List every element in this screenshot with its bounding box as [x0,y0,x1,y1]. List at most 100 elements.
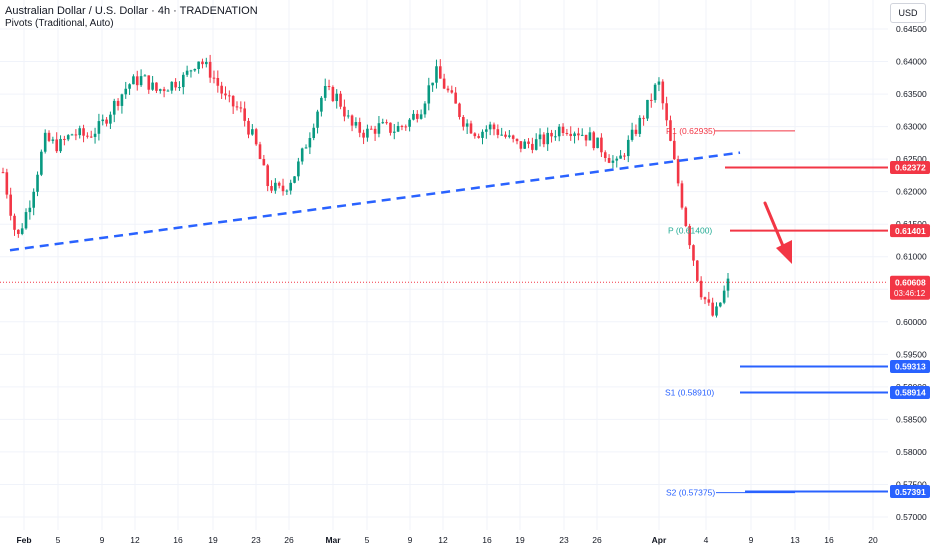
candle-body [680,183,684,208]
candle-body [300,148,304,162]
candle-body [462,116,465,127]
candle-body [469,123,473,134]
candle-body [519,141,523,149]
level-tag-bg [890,385,930,399]
candle-body [208,61,212,78]
candle-body [231,95,235,107]
candle-body [596,137,599,149]
candle-body [626,139,630,157]
candle-body [339,93,342,107]
candle-body [354,122,358,126]
candle-body [40,151,43,175]
level-tag: 0.59313 [895,362,926,372]
candle-body [228,95,231,97]
candle-body [139,76,143,86]
candle-body [243,108,246,121]
candle-body [580,134,584,136]
candle-body [51,139,55,141]
y-tick-label: 0.62500 [896,154,927,164]
candle-body [277,182,281,186]
x-tick-label: 12 [130,535,140,545]
chart-title: Australian Dollar / U.S. Dollar · 4h · T… [5,5,258,17]
candle-body [623,155,626,157]
candle-body [13,215,16,230]
candle-body [619,155,622,159]
candle-body [611,160,615,163]
candle-body [120,94,124,106]
candle-body [316,111,319,128]
candle-body [415,113,419,119]
candle-body [185,70,189,75]
level-tag: 0.62372 [895,163,926,173]
y-tick-label: 0.64000 [896,57,927,67]
pivot-label-s2: S2 (0.57375) [666,488,715,498]
candle-body [63,138,66,140]
candle-body [515,138,519,142]
candle-body [162,89,166,92]
candle-body [588,132,592,141]
candle-body [247,120,250,135]
candle-body [24,212,28,229]
candle-body [642,117,645,119]
candle-body [435,66,438,83]
x-tick-label: Feb [16,535,31,545]
candle-body [377,123,381,134]
candle-body [343,106,346,117]
candle-body [66,135,70,140]
x-tick-label: Apr [652,535,667,545]
x-tick-label: 16 [824,535,834,545]
candle-body [569,133,573,137]
currency-button[interactable]: USD [890,3,926,23]
candle-body [542,134,546,145]
indicator-label[interactable]: Pivots (Traditional, Auto) [5,18,114,29]
candle-body [396,126,400,132]
candle-body [128,84,131,89]
candle-body [358,122,362,133]
pivot-label-s1: S1 (0.58910) [665,388,714,398]
candle-body [715,306,718,316]
current-price-tag: 0.60608 [895,277,926,287]
x-tick-label: 23 [559,535,569,545]
candle-body [454,92,457,104]
candle-body [251,129,254,135]
candle-body [400,126,404,128]
candle-body [109,114,112,124]
candle-body [235,106,239,108]
candle-body [70,134,74,136]
candle-body [392,131,396,133]
candle-body [465,123,469,127]
candle-body [178,87,181,89]
candle-body [419,114,423,119]
x-tick-label: 12 [438,535,448,545]
candle-body [577,133,580,136]
candle-body [224,93,227,96]
candle-body [331,86,335,102]
candle-body [289,182,292,191]
candle-body [722,290,726,303]
candle-body [573,133,576,137]
candle-body [143,75,147,77]
candle-body [592,132,596,149]
level-tag-bg [890,224,930,238]
candle-body [711,302,714,316]
candle-body [135,76,139,86]
candle-body [43,132,47,152]
candle-body [615,158,619,161]
candle-body [477,136,480,138]
candle-body [431,82,434,86]
candle-body [404,126,408,128]
candle-body [669,120,672,141]
candle-body [101,119,105,122]
candle-body [320,97,323,112]
x-tick-label: 20 [868,535,878,545]
y-tick-label: 0.63500 [896,89,927,99]
candle-body [538,134,542,140]
candle-body [719,302,722,307]
candle-body [523,141,526,149]
candle-body [446,88,450,91]
candle-body [634,129,638,134]
candle-body [584,134,588,141]
candle-body [672,140,676,160]
candle-body [1,172,5,174]
